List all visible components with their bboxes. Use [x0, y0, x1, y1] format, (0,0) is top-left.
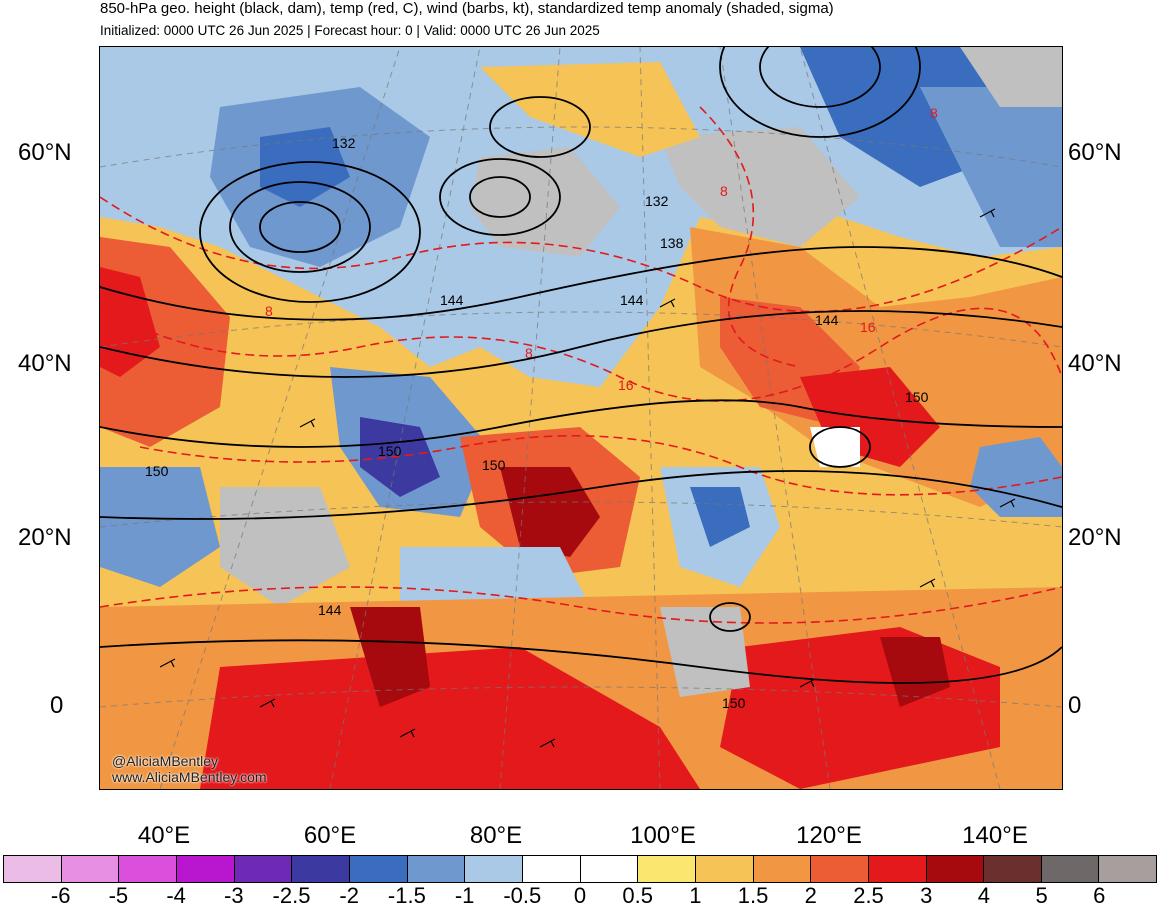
colorbar-label: -6	[50, 883, 71, 908]
temp-contour-label: 16	[618, 377, 634, 393]
credit-url: www.AliciaMBentley.com	[112, 769, 267, 785]
colorbar-label: 2	[804, 883, 817, 908]
height-contour-label: 132	[332, 135, 356, 151]
colorbar-label: 6	[1093, 883, 1106, 908]
temp-contour-label: 8	[720, 183, 728, 199]
map-title: 850-hPa geo. height (black, dam), temp (…	[100, 0, 834, 17]
height-contour-label: 150	[905, 389, 929, 405]
height-contour-label: 138	[660, 235, 684, 251]
lat-label-right: 40°N	[1068, 350, 1122, 377]
lon-label: 100°E	[630, 822, 696, 849]
colorbar-swatch	[1041, 856, 1100, 882]
colorbar-swatch	[638, 856, 696, 882]
lat-label-right: 20°N	[1068, 524, 1122, 551]
colorbar-label: -2.5	[272, 883, 311, 908]
colorbar-swatch	[1099, 856, 1157, 882]
lon-label: 80°E	[469, 822, 523, 849]
lat-label-left: 40°N	[18, 350, 72, 377]
colorbar-label: -0.5	[503, 883, 542, 908]
height-contour-label: 150	[145, 463, 169, 479]
anomaly-colorbar	[3, 855, 1157, 883]
colorbar-swatch	[695, 856, 754, 882]
lat-label-right: 0	[1068, 692, 1082, 719]
temp-contour-label: 8	[525, 345, 533, 361]
colorbar-label: 4	[977, 883, 991, 908]
colorbar-swatch	[465, 856, 523, 882]
colorbar-swatch	[522, 856, 581, 882]
map-subtitle: Initialized: 0000 UTC 26 Jun 2025 | Fore…	[100, 23, 600, 38]
height-contour-label: 150	[378, 443, 402, 459]
colorbar-swatch	[61, 856, 120, 882]
colorbar-swatch	[234, 856, 293, 882]
lat-label-left: 60°N	[18, 139, 72, 166]
colorbar-swatch	[926, 856, 985, 882]
height-contour-label: 144	[815, 312, 839, 328]
colorbar-label: 1	[689, 883, 702, 908]
colorbar-swatch	[176, 856, 235, 882]
colorbar-label: -4	[166, 883, 186, 908]
colorbar-swatch	[580, 856, 639, 882]
colorbar-swatch	[119, 856, 177, 882]
height-contour-label: 150	[722, 695, 746, 711]
colorbar-swatch	[753, 856, 812, 882]
lon-label: 140°E	[962, 822, 1028, 849]
lon-label: 60°E	[303, 822, 357, 849]
colorbar-label: 0.5	[622, 883, 653, 908]
height-contour-label: 144	[440, 292, 464, 308]
colorbar-label: -1	[454, 883, 475, 908]
colorbar-label: -2	[339, 883, 359, 908]
map-canvas	[100, 47, 1062, 789]
height-contour-label: 144	[620, 292, 644, 308]
height-contour-label: 150	[482, 457, 506, 473]
lon-label: 40°E	[137, 822, 191, 849]
lat-label-right: 60°N	[1068, 139, 1122, 166]
colorbar-label: -3	[224, 883, 244, 908]
colorbar-label: 5	[1035, 883, 1048, 908]
colorbar-label: 3	[920, 883, 933, 908]
credit-handle: @AliciaMBentley	[112, 753, 219, 769]
colorbar-label: 2.5	[853, 883, 884, 908]
lat-label-left: 20°N	[18, 524, 72, 551]
temp-contour-label: 8	[930, 105, 938, 121]
lat-label-left: 0	[50, 692, 64, 719]
colorbar-swatch	[811, 856, 869, 882]
height-contour-label: 132	[645, 193, 669, 209]
colorbar-swatch	[868, 856, 927, 882]
height-contour-label: 144	[318, 602, 342, 618]
lon-label: 120°E	[796, 822, 862, 849]
colorbar-label: 0	[573, 883, 587, 908]
colorbar-swatch	[4, 856, 62, 882]
temp-contour-label: 8	[265, 303, 273, 319]
colorbar-label: -1.5	[387, 883, 426, 908]
temp-contour-label: 16	[860, 319, 876, 335]
weather-map: 132 132 138 144 144 144 144 150 150 150 …	[99, 46, 1063, 790]
colorbar-swatch	[407, 856, 466, 882]
colorbar-swatch	[292, 856, 350, 882]
colorbar-label: -5	[108, 883, 129, 908]
colorbar-swatch	[349, 856, 408, 882]
colorbar-swatch	[984, 856, 1042, 882]
colorbar-label: 1.5	[737, 883, 769, 908]
